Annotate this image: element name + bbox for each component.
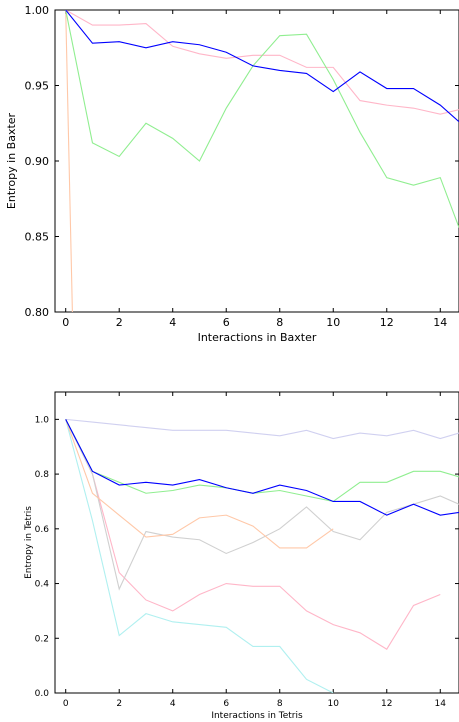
tetris-axes-frame bbox=[54, 391, 459, 694]
tetris-x-tick-label: 2 bbox=[116, 699, 122, 709]
tetris-series-line-1 bbox=[65, 419, 334, 693]
baxter-series-line-3 bbox=[65, 10, 459, 123]
baxter-x-tick-label: 2 bbox=[116, 316, 123, 329]
tetris-x-axis-label: Interactions in Tetris bbox=[211, 711, 303, 721]
baxter-series-line-1 bbox=[65, 10, 459, 115]
tetris-series-line-2 bbox=[65, 419, 441, 650]
tetris-x-tick-label: 12 bbox=[381, 699, 392, 709]
baxter-series-line-0 bbox=[65, 10, 73, 312]
tetris-series-line-6 bbox=[65, 419, 459, 516]
tetris-y-tick-label: 0.0 bbox=[35, 689, 50, 699]
baxter-x-tick-label: 4 bbox=[169, 316, 176, 329]
baxter-series-line-2 bbox=[65, 10, 459, 228]
tetris-y-tick-label: 0.4 bbox=[35, 580, 50, 590]
tetris-y-tick-label: 0.6 bbox=[35, 525, 50, 535]
tetris-series-line-5 bbox=[65, 419, 459, 503]
tetris-x-tick-label: 0 bbox=[63, 699, 69, 709]
baxter-x-tick-label: 8 bbox=[276, 316, 283, 329]
tetris-y-tick-label: 0.2 bbox=[35, 634, 49, 644]
baxter-x-axis-label: Interactions in Baxter bbox=[198, 331, 317, 344]
tetris-y-tick-label: 1.0 bbox=[35, 416, 50, 426]
tetris-x-tick-label: 4 bbox=[170, 699, 176, 709]
baxter-y-tick-label: 0.80 bbox=[25, 306, 50, 319]
baxter-x-tick-label: 12 bbox=[380, 316, 394, 329]
baxter-x-tick-label: 14 bbox=[433, 316, 447, 329]
baxter-x-tick-label: 10 bbox=[326, 316, 340, 329]
tetris-x-tick-label: 6 bbox=[223, 699, 229, 709]
baxter-x-tick-label: 6 bbox=[223, 316, 230, 329]
tetris-x-tick-label: 8 bbox=[277, 699, 283, 709]
tetris-y-axis-label: Entropy in Tetris bbox=[24, 506, 34, 579]
baxter-y-axis-label: Entropy in Baxter bbox=[5, 112, 18, 209]
tetris-series-line-4 bbox=[65, 419, 334, 549]
baxter-y-tick-label: 1.00 bbox=[25, 4, 50, 17]
tetris-series-line-0 bbox=[65, 418, 459, 440]
tetris-x-tick-label: 10 bbox=[328, 699, 340, 709]
tetris-x-tick-label: 14 bbox=[435, 699, 447, 709]
baxter-x-tick-label: 0 bbox=[62, 316, 69, 329]
baxter-y-tick-label: 0.95 bbox=[25, 79, 50, 92]
baxter-y-tick-label: 0.90 bbox=[25, 155, 50, 168]
tetris-y-tick-label: 0.8 bbox=[35, 470, 50, 480]
baxter-y-tick-label: 0.85 bbox=[25, 230, 50, 243]
tetris-series-line-3 bbox=[65, 419, 459, 591]
